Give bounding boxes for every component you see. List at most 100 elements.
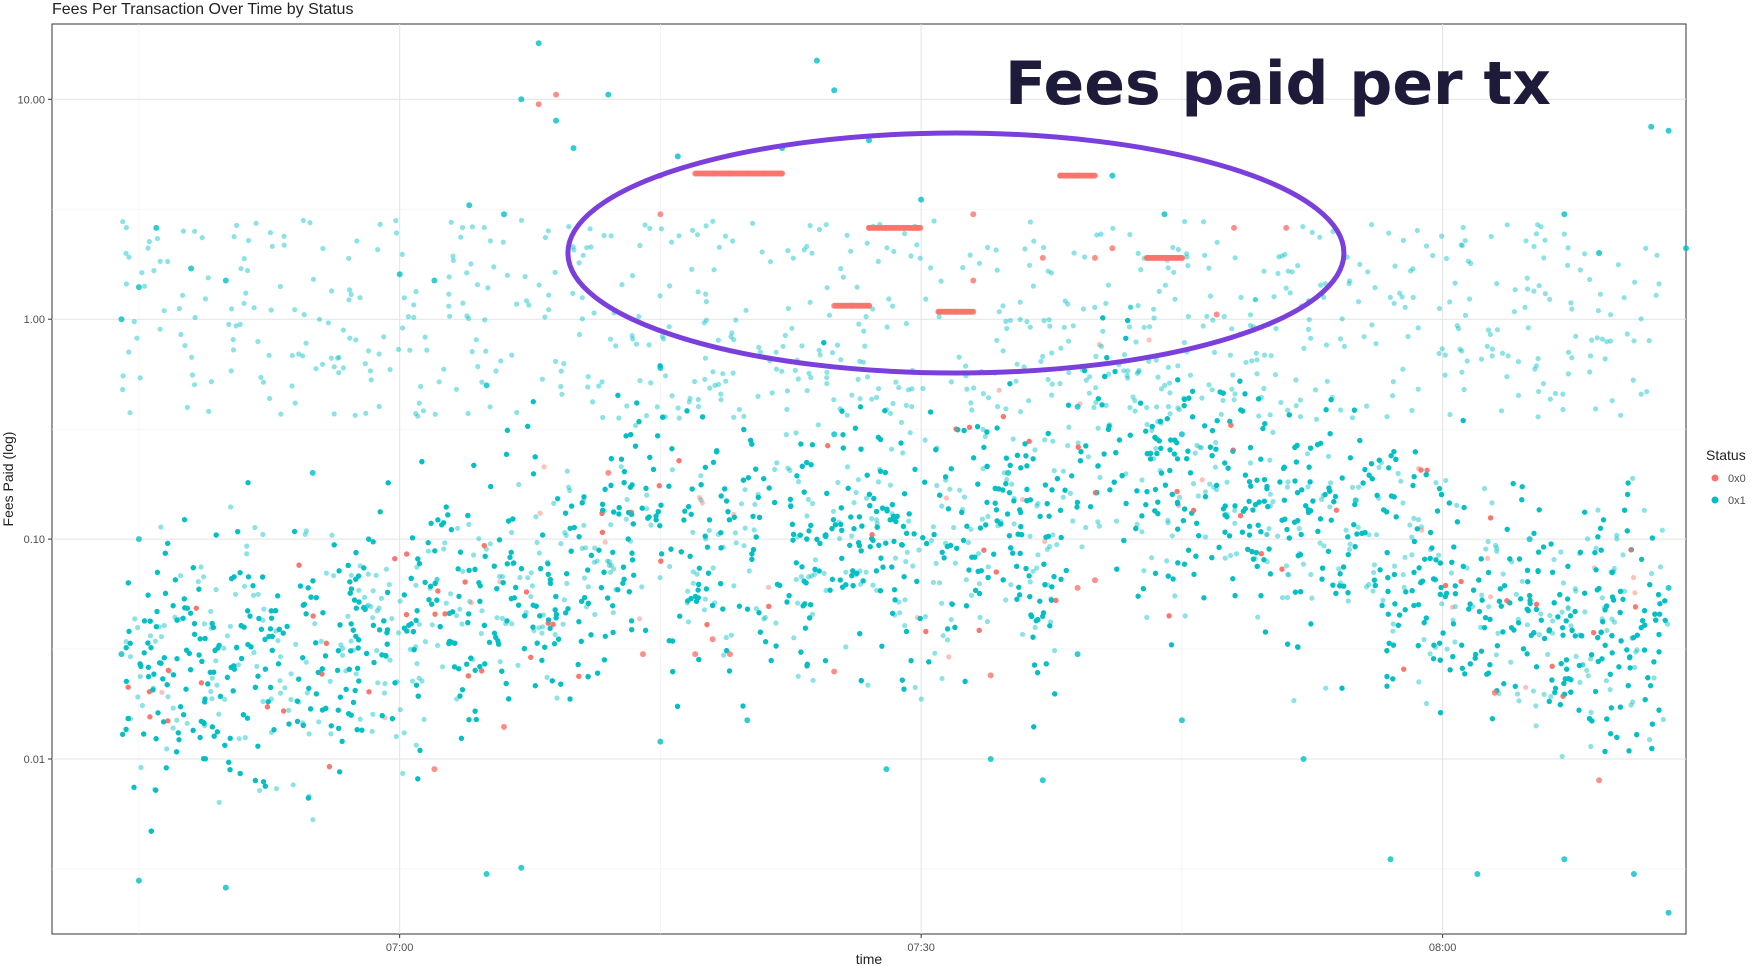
cloud-point-0x1 xyxy=(1044,582,1051,588)
cloud-point-0x1 xyxy=(1194,520,1200,526)
cloud-point-0x1 xyxy=(1014,563,1020,569)
cloud-point-0x1 xyxy=(1598,630,1604,636)
cloud-point-0x1 xyxy=(188,667,194,673)
cloud-point-0x1 xyxy=(564,468,570,474)
cloud-point-0x1 xyxy=(1292,519,1298,525)
cloud-point-0x1 xyxy=(448,591,454,597)
cloud-point-0x1 xyxy=(1328,480,1334,486)
cloud-point-0x1 xyxy=(1595,534,1601,540)
cloud-point-0x1 xyxy=(844,464,851,470)
cloud-point-0x1 xyxy=(657,575,663,581)
cloud-point-0x1 xyxy=(1266,526,1272,532)
cloud-point-0x1 xyxy=(1252,556,1258,562)
cloud-point-0x1 xyxy=(1165,520,1171,526)
cloud-point-0x1 xyxy=(208,688,214,695)
cloud-point-0x1 xyxy=(158,634,165,640)
cloud-point-0x1 xyxy=(202,635,208,642)
cloud-point-0x1 xyxy=(356,637,362,643)
cloud-point-0x1 xyxy=(961,427,967,434)
cloud-point-0x1 xyxy=(255,591,261,597)
cloud-point-0x1 xyxy=(1577,549,1583,555)
cloud-point-0x1 xyxy=(347,590,353,596)
cloud-point-0x1 xyxy=(903,559,909,565)
cloud-point-0x1 xyxy=(840,584,846,590)
cloud-point-0x0 xyxy=(403,612,410,618)
cloud-point-0x1 xyxy=(698,497,704,503)
cloud-point-0x1 xyxy=(1630,635,1636,641)
cloud-point-0x1 xyxy=(702,596,709,602)
cloud-point-0x1 xyxy=(687,553,693,559)
cloud-point-0x1 xyxy=(213,587,219,593)
cloud-point-0x1 xyxy=(922,437,928,443)
cloud-point-0x1 xyxy=(408,575,414,582)
cloud-point-0x1 xyxy=(874,521,880,527)
cloud-point-0x1 xyxy=(968,592,975,599)
cloud-point-0x1 xyxy=(788,502,794,508)
cloud-point-0x1 xyxy=(815,422,821,428)
cloud-point-0x1 xyxy=(1042,437,1048,443)
cloud-point-0x0 xyxy=(943,495,950,501)
cloud-point-0x0 xyxy=(1096,342,1102,348)
cloud-point-0x1 xyxy=(1347,541,1353,547)
cloud-point-0x1 xyxy=(509,529,515,536)
cloud-point-0x1 xyxy=(395,630,401,636)
cloud-point-0x1 xyxy=(567,487,573,494)
cloud-point-0x1 xyxy=(1608,569,1614,575)
cloud-point-0x1 xyxy=(1172,437,1178,443)
cloud-point-0x1 xyxy=(608,482,614,488)
cloud-point-0x1 xyxy=(1035,552,1041,558)
cloud-point-0x1 xyxy=(374,608,380,614)
cloud-point-0x1 xyxy=(1345,590,1351,596)
cloud-point-0x1 xyxy=(856,514,863,520)
cloud-point-0x1 xyxy=(337,694,343,700)
cloud-point-0x1 xyxy=(750,547,757,553)
cloud-point-0x1 xyxy=(174,749,180,755)
cloud-point-0x1 xyxy=(331,573,337,579)
cloud-point-0x1 xyxy=(1449,559,1455,565)
cloud-point-0x1 xyxy=(728,632,735,638)
cloud-point-0x1 xyxy=(705,570,712,576)
cloud-point-0x1 xyxy=(346,666,352,672)
cloud-point-0x1 xyxy=(1524,606,1530,612)
cloud-point-0x1 xyxy=(922,614,929,620)
cloud-point-0x1 xyxy=(1515,616,1521,622)
cloud-point-0x1 xyxy=(552,632,558,638)
cloud-point-0x1 xyxy=(156,624,162,630)
cloud-point-0x1 xyxy=(1585,536,1591,542)
cloud-point-0x1 xyxy=(537,613,543,619)
cloud-point-0x1 xyxy=(592,545,598,551)
cloud-point-0x1 xyxy=(850,583,856,589)
cloud-point-0x0 xyxy=(1166,613,1172,619)
cloud-point-0x1 xyxy=(1327,488,1333,494)
cloud-point-0x1 xyxy=(685,588,691,594)
cloud-point-0x1 xyxy=(536,550,542,556)
cloud-point-0x1 xyxy=(328,731,334,737)
cloud-point-0x1 xyxy=(250,592,257,599)
cloud-point-0x1 xyxy=(1439,601,1445,607)
cloud-point-0x1 xyxy=(277,654,284,660)
cloud-point-0x1 xyxy=(1585,673,1591,679)
cloud-point-0x1 xyxy=(528,570,534,576)
cloud-point-0x1 xyxy=(1384,648,1390,654)
cloud-point-0x1 xyxy=(874,517,880,523)
cloud-point-0x1 xyxy=(952,560,959,566)
cloud-point-0x1 xyxy=(1140,586,1146,592)
cloud-point-0x1 xyxy=(1593,688,1599,695)
cloud-point-0x1 xyxy=(914,578,920,585)
cloud-point-0x1 xyxy=(1239,529,1245,535)
cloud-point-0x1 xyxy=(685,619,692,625)
cloud-point-0x1 xyxy=(1442,593,1448,600)
cloud-point-0x1 xyxy=(482,553,488,559)
cloud-point-0x1 xyxy=(1176,494,1183,500)
cloud-point-0x1 xyxy=(1277,479,1283,485)
cloud-point-0x1 xyxy=(565,606,571,612)
cloud-point-0x1 xyxy=(1232,507,1238,514)
cloud-point-0x1 xyxy=(1398,478,1404,484)
cloud-point-0x1 xyxy=(580,497,587,503)
cloud-point-0x1 xyxy=(755,494,761,500)
cloud-point-0x1 xyxy=(531,628,537,634)
cloud-point-0x1 xyxy=(1448,570,1454,576)
cloud-point-0x1 xyxy=(147,618,153,624)
cloud-point-0x1 xyxy=(1165,404,1172,410)
cloud-point-0x1 xyxy=(1508,659,1514,665)
